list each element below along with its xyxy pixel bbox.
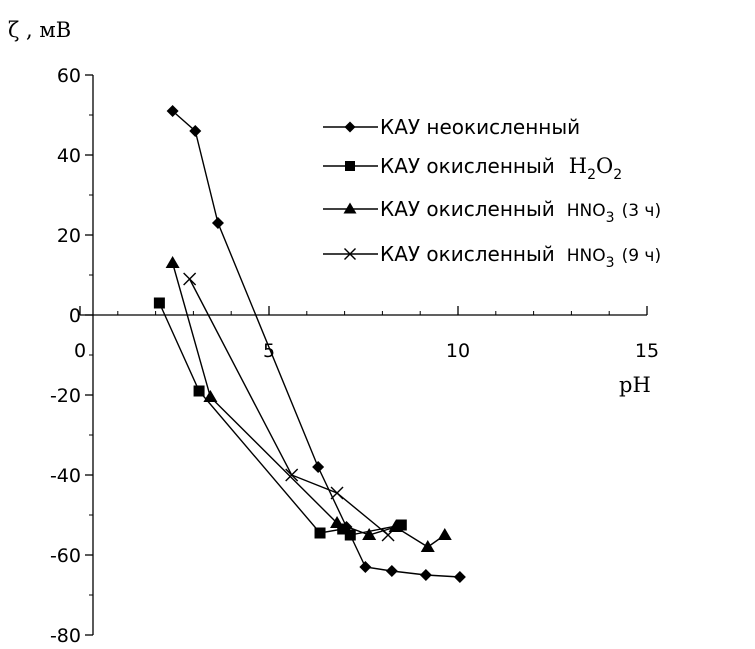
y-tick-label: 0 bbox=[69, 305, 81, 327]
data-point-triangle bbox=[437, 528, 452, 540]
x-tick-label: 15 bbox=[635, 340, 659, 362]
legend-formula: O bbox=[596, 154, 613, 178]
legend-label-text: КАУ неокисленный bbox=[380, 115, 580, 139]
data-point-diamond bbox=[453, 571, 466, 583]
legend-formula: HNO bbox=[567, 246, 606, 266]
y-tick-label: -20 bbox=[50, 385, 81, 407]
series-4 bbox=[183, 272, 395, 542]
data-point-square bbox=[345, 161, 355, 171]
data-point-diamond bbox=[166, 105, 179, 117]
legend-label: КАУ окисленный H2O2 bbox=[380, 154, 622, 183]
x-mark-stroke bbox=[330, 486, 344, 500]
data-point-x bbox=[285, 468, 299, 482]
data-point-diamond bbox=[359, 561, 372, 573]
x-mark-stroke bbox=[381, 528, 395, 542]
series-2 bbox=[153, 297, 407, 541]
data-point-triangle bbox=[330, 516, 345, 528]
data-point-triangle bbox=[165, 256, 180, 268]
x-tick-label: 10 bbox=[446, 340, 470, 362]
data-point-x bbox=[330, 486, 344, 500]
x-tick-label: 0 bbox=[74, 340, 86, 362]
legend-suffix: (3 ч) bbox=[622, 201, 662, 221]
data-point-x bbox=[381, 528, 395, 542]
data-point-x bbox=[344, 248, 356, 260]
series-3 bbox=[165, 256, 452, 552]
y-tick-label: 40 bbox=[57, 145, 81, 167]
legend-entry-4: КАУ окисленный HNO3 (9 ч) bbox=[323, 242, 661, 271]
legend-formula: HNO bbox=[567, 201, 606, 221]
legend-suffix: (9 ч) bbox=[622, 246, 662, 266]
legend-label-text: КАУ окисленный bbox=[380, 154, 555, 178]
y-tick-label: -40 bbox=[50, 465, 81, 487]
x-mark-stroke bbox=[285, 468, 299, 482]
data-point-triangle bbox=[343, 202, 357, 214]
legend-subscript: 3 bbox=[606, 255, 615, 271]
legend-label-text: КАУ окисленный bbox=[380, 197, 555, 221]
legend-subscript: 2 bbox=[587, 167, 596, 183]
data-point-diamond bbox=[312, 461, 325, 473]
data-point-x bbox=[183, 272, 197, 286]
data-point-square bbox=[395, 519, 407, 531]
series-line bbox=[172, 110, 460, 578]
series-line bbox=[158, 302, 402, 536]
y-tick-label: -80 bbox=[50, 625, 81, 647]
y-axis-title: ζ , мВ bbox=[8, 18, 71, 42]
legend-label: КАУ окисленный HNO3 (9 ч) bbox=[380, 242, 661, 271]
x-mark-stroke bbox=[183, 272, 197, 286]
legend-entry-1: КАУ неокисленный bbox=[323, 115, 580, 139]
data-point-diamond bbox=[344, 121, 356, 133]
data-point-diamond bbox=[211, 217, 224, 229]
data-point-triangle bbox=[420, 540, 435, 552]
x-mark-stroke bbox=[344, 248, 356, 260]
series-line bbox=[188, 278, 389, 536]
legend-subscript: 3 bbox=[606, 210, 615, 226]
legend-label-text: КАУ окисленный bbox=[380, 242, 555, 266]
legend-formula: H bbox=[569, 154, 587, 178]
data-point-square bbox=[337, 523, 349, 535]
series-line bbox=[171, 262, 446, 548]
x-axis-title: pH bbox=[619, 373, 651, 397]
data-point-triangle bbox=[388, 520, 403, 532]
legend-subscript: 2 bbox=[613, 167, 622, 183]
data-point-square bbox=[314, 527, 326, 539]
data-point-square bbox=[153, 297, 165, 309]
data-point-diamond bbox=[419, 569, 432, 581]
y-tick-label: 20 bbox=[57, 225, 81, 247]
legend-entry-2: КАУ окисленный H2O2 bbox=[323, 154, 622, 183]
data-point-diamond bbox=[189, 125, 202, 137]
data-point-square bbox=[344, 529, 356, 541]
legend-entry-3: КАУ окисленный HNO3 (3 ч) bbox=[323, 197, 661, 226]
y-tick-label: -60 bbox=[50, 545, 81, 567]
data-point-diamond bbox=[385, 565, 398, 577]
series-layer bbox=[153, 105, 466, 583]
legend-label: КАУ окисленный HNO3 (3 ч) bbox=[380, 197, 661, 226]
y-tick-label: 60 bbox=[57, 65, 81, 87]
data-point-square bbox=[193, 385, 205, 397]
legend-label: КАУ неокисленный bbox=[380, 115, 580, 139]
data-point-triangle bbox=[362, 528, 377, 540]
data-point-triangle bbox=[203, 390, 218, 402]
series-1 bbox=[166, 105, 466, 583]
